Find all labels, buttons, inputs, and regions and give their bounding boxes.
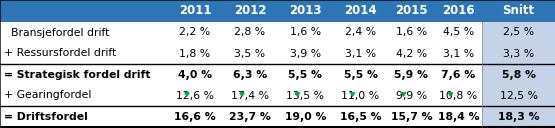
Text: 5,5 %: 5,5 % — [344, 70, 377, 79]
Text: 2014: 2014 — [344, 4, 377, 18]
Text: 2,5 %: 2,5 % — [503, 28, 534, 38]
Text: 11,0 %: 11,0 % — [341, 90, 380, 100]
Polygon shape — [401, 93, 406, 96]
Text: 3,9 %: 3,9 % — [290, 49, 321, 58]
Bar — [482, 43, 555, 64]
Text: 4,2 %: 4,2 % — [396, 49, 427, 58]
Text: Bransjefordel drift: Bransjefordel drift — [4, 28, 109, 38]
Text: 9,9 %: 9,9 % — [396, 90, 427, 100]
Text: 3,1 %: 3,1 % — [443, 49, 474, 58]
Text: 1,6 %: 1,6 % — [290, 28, 321, 38]
Text: = Strategisk fordel drift: = Strategisk fordel drift — [4, 70, 150, 79]
Bar — [0, 0, 555, 22]
Text: 1,6 %: 1,6 % — [396, 28, 427, 38]
Text: 15,7 %: 15,7 % — [391, 111, 432, 121]
Text: 12,6 %: 12,6 % — [176, 90, 214, 100]
Text: 18,4 %: 18,4 % — [438, 111, 480, 121]
Text: 19,0 %: 19,0 % — [285, 111, 326, 121]
Text: 5,5 %: 5,5 % — [289, 70, 322, 79]
Text: 7,6 %: 7,6 % — [441, 70, 476, 79]
Text: 2012: 2012 — [234, 4, 266, 18]
Text: = Driftsfordel: = Driftsfordel — [4, 111, 88, 121]
Polygon shape — [240, 93, 244, 96]
Text: 12,5 %: 12,5 % — [500, 90, 537, 100]
Text: 2,4 %: 2,4 % — [345, 28, 376, 38]
Text: 2,8 %: 2,8 % — [234, 28, 265, 38]
Text: + Ressursfordel drift: + Ressursfordel drift — [4, 49, 116, 58]
Polygon shape — [448, 93, 452, 96]
Text: 5,9 %: 5,9 % — [395, 70, 428, 79]
Text: 23,7 %: 23,7 % — [229, 111, 271, 121]
Bar — [482, 85, 555, 106]
Text: 17,4 %: 17,4 % — [231, 90, 269, 100]
Text: 5,8 %: 5,8 % — [502, 70, 536, 79]
Text: 3,3 %: 3,3 % — [503, 49, 534, 58]
Text: 2016: 2016 — [442, 4, 475, 18]
Text: 10,8 %: 10,8 % — [440, 90, 477, 100]
Text: 2,2 %: 2,2 % — [179, 28, 210, 38]
Text: + Gearingfordel: + Gearingfordel — [4, 90, 92, 100]
Text: 13,5 %: 13,5 % — [286, 90, 325, 100]
Text: 16,6 %: 16,6 % — [174, 111, 216, 121]
Text: 16,5 %: 16,5 % — [340, 111, 381, 121]
Polygon shape — [350, 93, 355, 96]
Text: 2011: 2011 — [179, 4, 211, 18]
Bar — [482, 22, 555, 43]
Text: 18,3 %: 18,3 % — [498, 111, 539, 121]
Text: 1,8 %: 1,8 % — [179, 49, 210, 58]
Bar — [482, 106, 555, 127]
Text: 4,0 %: 4,0 % — [178, 70, 212, 79]
Text: 6,3 %: 6,3 % — [233, 70, 267, 79]
Text: 4,5 %: 4,5 % — [443, 28, 474, 38]
Text: 2015: 2015 — [395, 4, 428, 18]
Bar — [0, 22, 555, 128]
Polygon shape — [185, 93, 189, 96]
Bar — [482, 64, 555, 85]
Text: Snitt: Snitt — [502, 4, 534, 18]
Text: 3,5 %: 3,5 % — [234, 49, 265, 58]
Text: 2013: 2013 — [289, 4, 322, 18]
Polygon shape — [295, 93, 300, 96]
Text: 3,1 %: 3,1 % — [345, 49, 376, 58]
